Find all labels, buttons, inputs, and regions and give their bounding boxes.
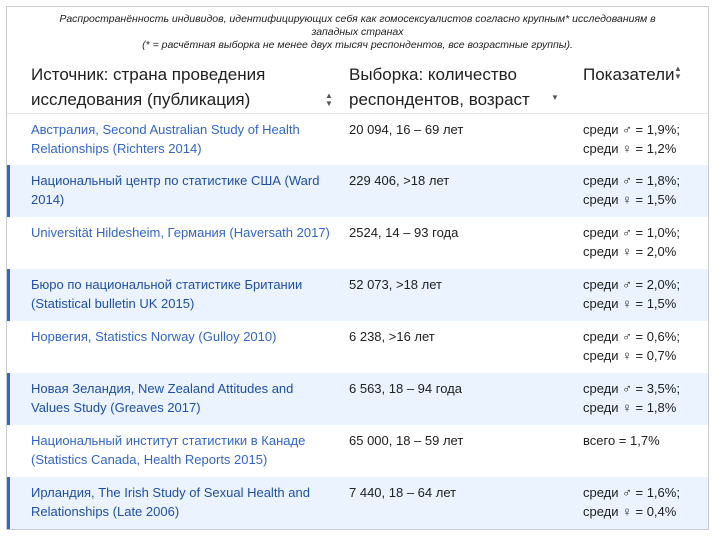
indicators-cell: среди ♂ = 3,5%; среди ♀ = 1,8% (573, 373, 708, 425)
column-header-source[interactable]: Источник: страна проведения исследования… (7, 54, 339, 114)
source-link[interactable]: Австралия, Second Australian Study of He… (31, 121, 300, 156)
sample-cell: 52 073, >18 лет (339, 269, 573, 321)
sample-cell: 65 000, 18 – 59 лет (349, 433, 464, 448)
column-header-sample[interactable]: Выборка: количество респондентов, возрас… (339, 54, 573, 114)
source-link[interactable]: Новая Зеландия, New Zealand Attitudes an… (7, 373, 339, 425)
sample-cell: 6 563, 18 – 94 года (339, 373, 573, 425)
sample-cell: 7 440, 18 – 64 лет (339, 477, 573, 529)
male-stat: среди ♂ = 1,0%; (583, 225, 680, 240)
source-link[interactable]: Национальный центр по статистике США (Wa… (7, 165, 339, 217)
male-stat: среди ♂ = 1,6%; (583, 485, 680, 500)
caption-line-1: Распространённость индивидов, идентифици… (59, 13, 656, 25)
indicators-cell: среди ♂ = 2,0%; среди ♀ = 1,5% (573, 269, 708, 321)
total-stat: всего = 1,7% (583, 433, 660, 448)
sort-both-icon[interactable]: ▲ ▼ (674, 64, 682, 81)
female-stat: среди ♀ = 0,4% (583, 504, 677, 519)
table-row: Бюро по национальной статистике Британии… (7, 269, 708, 321)
female-stat: среди ♀ = 1,5% (583, 192, 677, 207)
source-link[interactable]: Ирландия, The Irish Study of Sexual Heal… (7, 477, 339, 529)
male-stat: среди ♂ = 1,8%; (583, 173, 680, 188)
source-link[interactable]: Норвегия, Statistics Norway (Gulloy 2010… (31, 329, 277, 344)
table-header-row: Источник: страна проведения исследования… (7, 54, 708, 114)
sort-both-icon[interactable]: ▲ ▼ (325, 91, 333, 108)
male-stat: среди ♂ = 1,9%; (583, 121, 680, 137)
table-row: Национальный центр по статистике США (Wa… (7, 165, 708, 217)
male-stat: среди ♂ = 0,6%; (583, 329, 680, 344)
female-stat: среди ♀ = 0,7% (583, 348, 677, 363)
male-stat: среди ♂ = 2,0%; (583, 277, 680, 292)
sample-cell: 20 094, 16 – 69 лет (349, 121, 464, 137)
sample-cell: 229 406, >18 лет (339, 165, 573, 217)
female-stat: среди ♀ = 1,5% (583, 296, 677, 311)
indicators-cell: среди ♂ = 1,9%; среди ♀ = 1,2% (573, 113, 708, 165)
statistics-table-figure: Распространённость индивидов, идентифици… (6, 6, 709, 530)
table-row: Национальный институт статистики в Канад… (7, 425, 708, 477)
sample-cell: 6 238, >16 лет (349, 329, 435, 344)
indicators-cell: среди ♂ = 1,6%; среди ♀ = 0,4% (573, 477, 708, 529)
sort-desc-icon[interactable]: ▼ (551, 93, 559, 102)
indicators-cell: всего = 1,7% (573, 425, 708, 477)
caption-line-3: (* = расчётная выборка не менее двух тыс… (142, 39, 573, 51)
table-row: Новая Зеландия, New Zealand Attitudes an… (7, 373, 708, 425)
prevalence-table: Источник: страна проведения исследования… (7, 54, 708, 529)
indicators-cell: среди ♂ = 0,6%; среди ♀ = 0,7% (573, 321, 708, 373)
table-caption: Распространённость индивидов, идентифици… (7, 7, 708, 54)
male-stat: среди ♂ = 3,5%; (583, 381, 680, 396)
column-header-source-label: Источник: страна проведения исследования… (31, 65, 266, 109)
source-link[interactable]: Universität Hildesheim, Германия (Havers… (31, 225, 330, 240)
source-link[interactable]: Национальный институт статистики в Канад… (31, 433, 306, 467)
caption-line-2: западных странах (311, 26, 404, 38)
table-row: Ирландия, The Irish Study of Sexual Heal… (7, 477, 708, 529)
indicators-cell: среди ♂ = 1,0%; среди ♀ = 2,0% (573, 217, 708, 269)
table-row: Австралия, Second Australian Study of He… (7, 113, 708, 165)
female-stat: среди ♀ = 1,2% (583, 140, 677, 156)
table-row: Universität Hildesheim, Германия (Havers… (7, 217, 708, 269)
indicators-cell: среди ♂ = 1,8%; среди ♀ = 1,5% (573, 165, 708, 217)
female-stat: среди ♀ = 1,8% (583, 400, 677, 415)
column-header-indicators-label: Показатели (583, 65, 675, 84)
sample-cell: 2524, 14 – 93 года (349, 225, 459, 240)
column-header-indicators[interactable]: Показатели ▲ ▼ (573, 54, 708, 114)
female-stat: среди ♀ = 2,0% (583, 244, 677, 259)
source-link[interactable]: Бюро по национальной статистике Британии… (7, 269, 339, 321)
column-header-sample-label: Выборка: количество респондентов, возрас… (349, 65, 530, 109)
table-row: Норвегия, Statistics Norway (Gulloy 2010… (7, 321, 708, 373)
